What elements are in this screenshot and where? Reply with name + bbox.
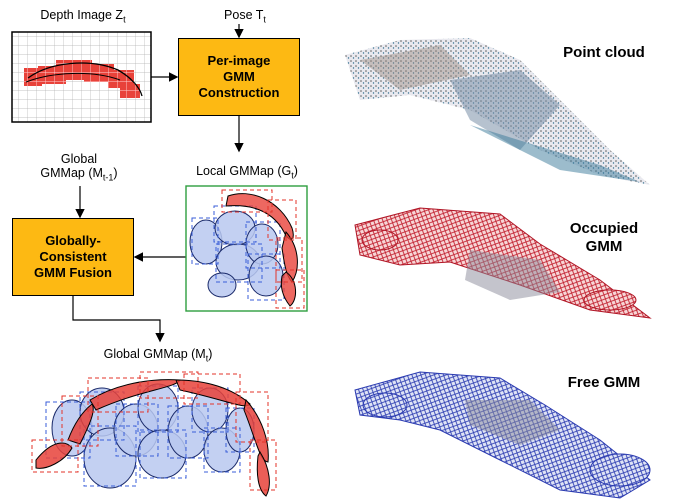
global-gmmap-prev-label: Global GMMap (Mt-1) (40, 152, 118, 183)
depth-image-label: Depth Image Zt (40, 8, 126, 25)
per-image-gmm-construction-box: Per-image GMM Construction (178, 38, 300, 116)
free-gmm-title: Free GMM (567, 374, 641, 391)
local-gmmap (185, 185, 308, 312)
global-occupied-gaussians (35, 379, 270, 497)
globally-consistent-gmm-fusion-box: Globally- Consistent GMM Fusion (12, 218, 134, 296)
global-gmmap-label: Global GMMap (Mt) (103, 347, 213, 364)
occupied-gmm-title: Occupied GMM (569, 220, 639, 255)
global-gmmap (31, 371, 277, 497)
free-gmm-render (354, 371, 651, 499)
depth-image-grid (11, 31, 152, 123)
local-gmmap-label: Local GMMap (Gt) (196, 164, 298, 181)
point-cloud-title: Point cloud (563, 44, 645, 61)
flow-arrows (72, 24, 244, 343)
occupied-gmm-render (354, 207, 652, 319)
point-cloud-render (345, 38, 650, 185)
pose-label: Pose Tt (224, 8, 266, 25)
